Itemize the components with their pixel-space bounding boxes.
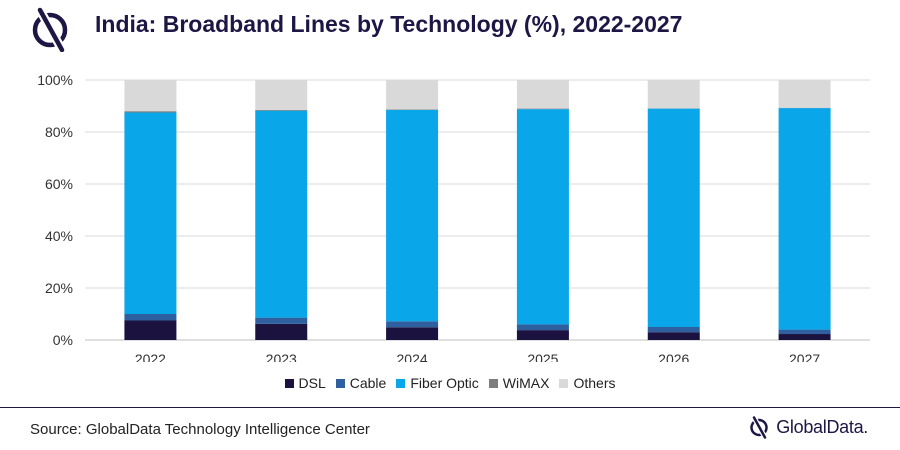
bar-segment-dsl — [778, 334, 831, 340]
bar-segment-others — [386, 80, 439, 110]
chart-legend: DSL Cable Fiber Optic WiMAX Others — [0, 375, 900, 391]
bar-segment-others — [255, 80, 308, 110]
bar-segment-dsl — [124, 320, 177, 340]
legend-label: Others — [573, 375, 616, 391]
x-tick-label: 2023 — [266, 351, 297, 362]
source-note: Source: GlobalData Technology Intelligen… — [30, 421, 370, 438]
legend-swatch — [335, 378, 345, 388]
x-tick-label: 2025 — [527, 351, 558, 362]
legend-swatch — [559, 378, 569, 388]
globaldata-brand: GlobalData. — [749, 415, 868, 439]
legend-swatch — [396, 378, 406, 388]
y-tick-label: 60% — [45, 176, 73, 192]
y-tick-label: 20% — [45, 280, 73, 296]
brand-name: GlobalData. — [776, 416, 868, 437]
legend-swatch — [284, 378, 294, 388]
legend-item: WiMAX — [488, 375, 550, 391]
legend-item: Cable — [335, 375, 387, 391]
legend-swatch — [488, 378, 498, 388]
legend-label: Cable — [349, 375, 387, 391]
x-tick-label: 2027 — [789, 351, 820, 362]
legend-item: DSL — [284, 375, 326, 391]
bar-segment-fiber-optic — [255, 110, 308, 318]
bar-segment-dsl — [647, 332, 700, 340]
globaldata-brand-icon — [750, 416, 768, 439]
x-tick-label: 2024 — [397, 351, 428, 362]
bar-segment-fiber-optic — [516, 109, 569, 325]
bar-segment-dsl — [255, 323, 308, 340]
bar-segment-fiber-optic — [647, 108, 700, 327]
bar-segment-others — [647, 80, 700, 109]
x-tick-label: 2026 — [658, 351, 689, 362]
page-title: India: Broadband Lines by Technology (%)… — [95, 11, 683, 37]
bar-segment-wimax — [386, 109, 439, 110]
bar-segment-dsl — [516, 330, 569, 340]
bar-segment-fiber-optic — [778, 108, 831, 330]
bar-segment-cable — [255, 317, 308, 324]
bar-segment-cable — [386, 321, 439, 328]
legend-item: Others — [559, 375, 615, 391]
bar-segment-cable — [647, 327, 700, 333]
bar-segment-fiber-optic — [386, 109, 439, 322]
bar-segment-dsl — [386, 327, 439, 340]
bar-segment-wimax — [124, 111, 177, 113]
footer-divider — [0, 407, 900, 408]
y-tick-label: 0% — [53, 332, 73, 348]
y-tick-label: 40% — [45, 228, 73, 244]
bar-segment-wimax — [255, 109, 308, 111]
y-tick-label: 80% — [45, 124, 73, 140]
y-tick-label: 100% — [37, 72, 73, 88]
stacked-bar-chart: 0% 20% 40% 60% 80% 100% 2022 2023 2024 2025 2026 20… — [37, 72, 870, 362]
bar-segment-others — [516, 80, 569, 109]
legend-label: DSL — [298, 375, 326, 391]
legend-item: Fiber Optic — [396, 375, 479, 391]
bar-segment-cable — [124, 314, 177, 321]
x-tick-label: 2022 — [135, 351, 166, 362]
bar-segment-others — [124, 80, 177, 112]
bar-segment-wimax — [516, 108, 569, 110]
bar-segment-cable — [516, 324, 569, 331]
legend-label: WiMAX — [502, 375, 550, 391]
legend-label: Fiber Optic — [410, 375, 479, 391]
bar-segment-fiber-optic — [124, 112, 177, 314]
globaldata-logo-icon — [32, 7, 68, 52]
bar-segment-others — [778, 80, 831, 108]
bar-segment-cable — [778, 329, 831, 335]
